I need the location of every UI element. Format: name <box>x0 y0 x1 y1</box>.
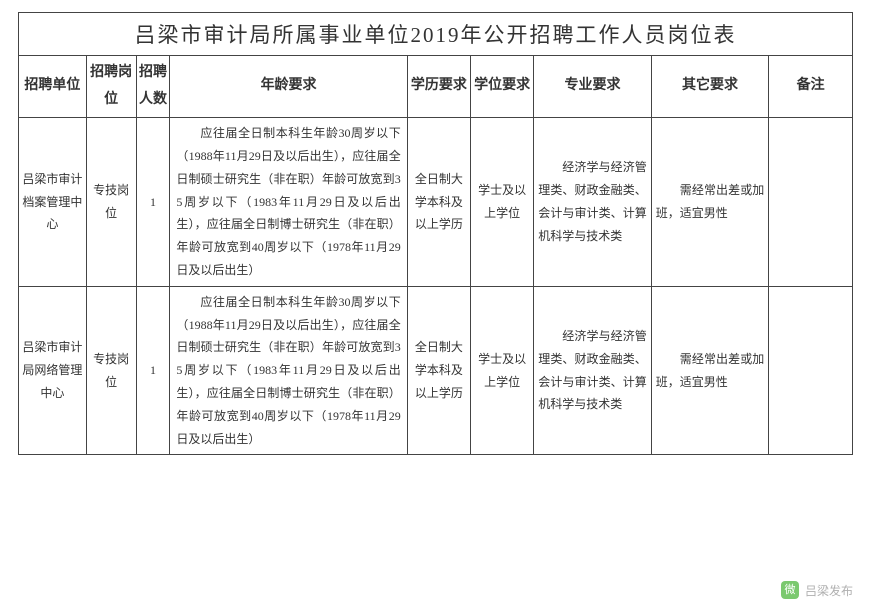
col-other: 其它要求 <box>651 56 769 118</box>
col-major: 专业要求 <box>534 56 652 118</box>
cell-post: 专技岗位 <box>86 118 136 287</box>
cell-other: 需经常出差或加班，适宜男性 <box>651 286 769 455</box>
table-title: 吕梁市审计局所属事业单位2019年公开招聘工作人员岗位表 <box>19 13 853 56</box>
cell-remark <box>769 286 853 455</box>
cell-count: 1 <box>136 118 170 287</box>
table-row: 吕梁市审计档案管理中心 专技岗位 1 应往届全日制本科生年龄30周岁以下（198… <box>19 118 853 287</box>
col-count: 招聘人数 <box>136 56 170 118</box>
cell-post: 专技岗位 <box>86 286 136 455</box>
cell-edu: 全日制大学本科及以上学历 <box>407 118 470 287</box>
cell-remark <box>769 118 853 287</box>
cell-edu: 全日制大学本科及以上学历 <box>407 286 470 455</box>
table-row: 吕梁市审计局网络管理中心 专技岗位 1 应往届全日制本科生年龄30周岁以下（19… <box>19 286 853 455</box>
cell-unit: 吕梁市审计局网络管理中心 <box>19 286 87 455</box>
watermark: 微 吕梁发布 <box>781 581 853 599</box>
cell-major: 经济学与经济管理类、财政金融类、会计与审计类、计算机科学与技术类 <box>534 286 652 455</box>
cell-major: 经济学与经济管理类、财政金融类、会计与审计类、计算机科学与技术类 <box>534 118 652 287</box>
recruitment-table: 吕梁市审计局所属事业单位2019年公开招聘工作人员岗位表 招聘单位 招聘岗位 招… <box>18 12 853 455</box>
col-post: 招聘岗位 <box>86 56 136 118</box>
cell-degree: 学士及以上学位 <box>471 286 534 455</box>
header-row: 招聘单位 招聘岗位 招聘人数 年龄要求 学历要求 学位要求 专业要求 其它要求 … <box>19 56 853 118</box>
cell-count: 1 <box>136 286 170 455</box>
watermark-text: 吕梁发布 <box>805 582 853 599</box>
cell-degree: 学士及以上学位 <box>471 118 534 287</box>
title-row: 吕梁市审计局所属事业单位2019年公开招聘工作人员岗位表 <box>19 13 853 56</box>
col-remark: 备注 <box>769 56 853 118</box>
cell-age: 应往届全日制本科生年龄30周岁以下（1988年11月29日及以后出生），应往届全… <box>170 118 407 287</box>
col-age: 年龄要求 <box>170 56 407 118</box>
cell-age: 应往届全日制本科生年龄30周岁以下（1988年11月29日及以后出生），应往届全… <box>170 286 407 455</box>
col-degree: 学位要求 <box>471 56 534 118</box>
cell-unit: 吕梁市审计档案管理中心 <box>19 118 87 287</box>
col-edu: 学历要求 <box>407 56 470 118</box>
col-unit: 招聘单位 <box>19 56 87 118</box>
wechat-icon: 微 <box>781 581 799 599</box>
cell-other: 需经常出差或加班，适宜男性 <box>651 118 769 287</box>
